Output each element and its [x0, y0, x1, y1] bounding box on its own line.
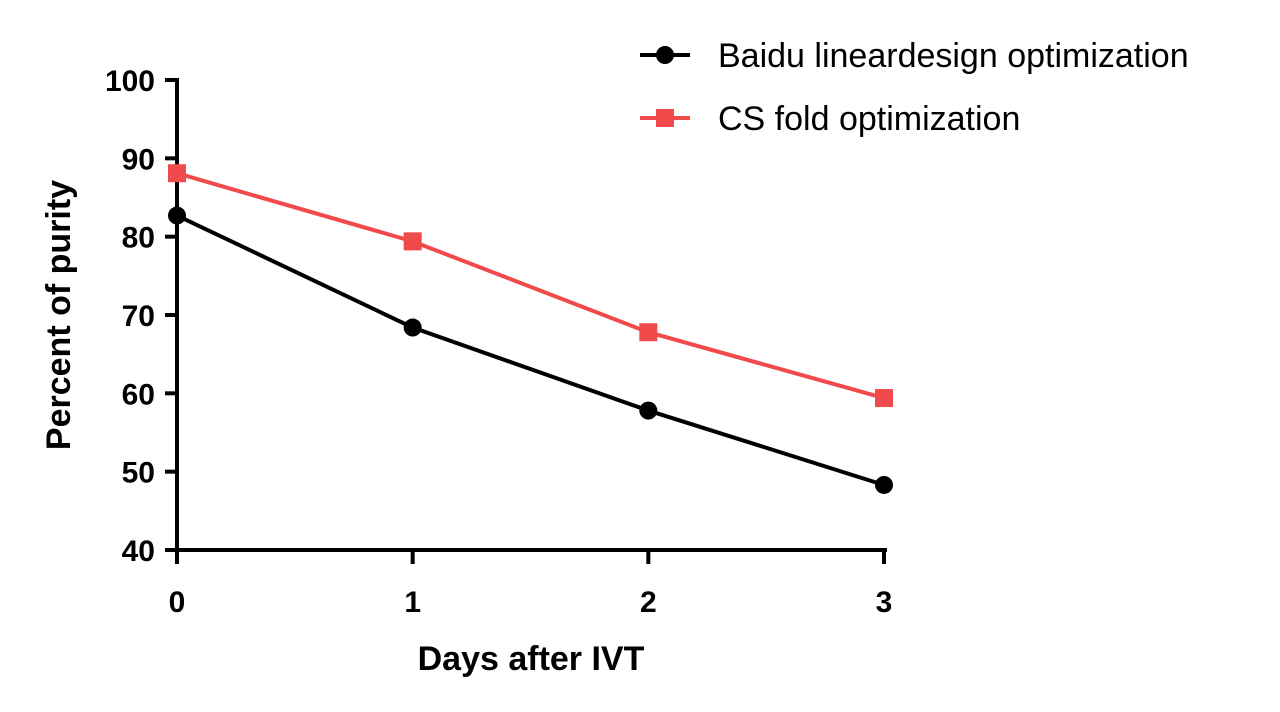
data-point: [639, 401, 658, 420]
y-tick-label: 50: [122, 457, 155, 490]
x-tick-label: 1: [404, 586, 421, 619]
data-point: [403, 232, 422, 251]
y-axis-ticks: 40 50 60 70 80 90 100: [105, 65, 177, 568]
y-tick-label: 40: [122, 535, 155, 568]
legend-item: CS fold optimization: [640, 100, 1020, 138]
legend-marker: [656, 109, 674, 127]
y-axis-title: Percent of purity: [40, 180, 78, 450]
series-line: [176, 213, 885, 487]
x-axis-title: Days after IVT: [418, 640, 645, 678]
y-tick-label: 90: [122, 143, 155, 176]
series-layer: [168, 164, 893, 494]
y-tick-label: 100: [105, 65, 155, 98]
legend-label: Baidu lineardesign optimization: [718, 37, 1189, 75]
y-tick-label: 60: [122, 378, 155, 411]
x-tick-label: 3: [876, 586, 893, 619]
data-point: [403, 318, 422, 337]
data-point: [168, 164, 186, 183]
series-1: [168, 164, 893, 408]
legend-label: CS fold optimization: [718, 100, 1020, 138]
x-tick-label: 2: [640, 586, 657, 619]
legend-marker: [656, 46, 674, 64]
x-axis-ticks: 0 1 2 3: [169, 550, 893, 619]
data-point: [875, 475, 893, 494]
legend-item: Baidu lineardesign optimization: [640, 37, 1189, 75]
x-tick-label: 0: [169, 586, 186, 619]
plot-area: 40 50 60 70 80 90 100 0 1 2 3: [105, 65, 893, 619]
series-line: [176, 171, 885, 400]
data-point: [875, 389, 893, 408]
legend: Baidu lineardesign optimization CS fold o…: [640, 37, 1189, 138]
y-tick-label: 80: [122, 222, 155, 255]
series-0: [168, 206, 893, 494]
data-point: [168, 206, 186, 225]
data-point: [639, 323, 658, 342]
y-tick-label: 70: [122, 300, 155, 333]
